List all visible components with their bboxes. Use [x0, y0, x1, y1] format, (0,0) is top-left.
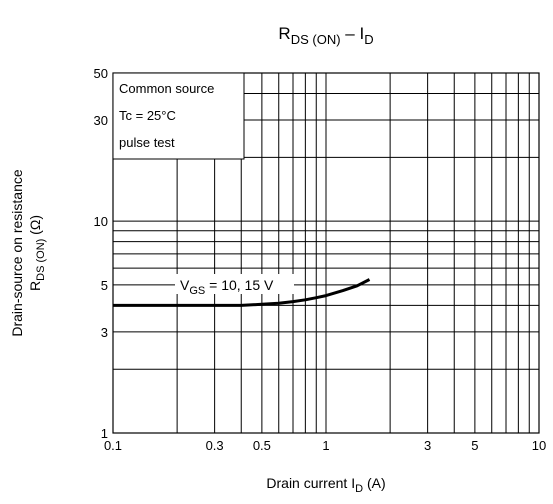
conditions-box: Common source Tc = 25°C pulse test — [112, 72, 245, 160]
y-tick-label: 1 — [101, 426, 108, 441]
y-axis-label-line2: RDS (ON) (Ω) — [27, 215, 47, 291]
y-tick-label: 10 — [94, 214, 108, 229]
series-line — [113, 278, 371, 307]
conditions-line-3: pulse test — [119, 135, 175, 150]
x-tick-label: 1 — [322, 438, 329, 453]
x-tick-label: 3 — [424, 438, 431, 453]
x-tick-label: 0.3 — [206, 438, 224, 453]
x-axis-label: Drain current ID (A) — [266, 475, 385, 495]
x-tick-label: 10 — [532, 438, 546, 453]
y-tick-label: 3 — [101, 325, 108, 340]
chart-title: RDS (ON) – ID — [278, 24, 373, 47]
conditions-line-2: Tc = 25°C — [119, 108, 176, 123]
y-tick-label: 30 — [94, 113, 108, 128]
conditions-line-1: Common source — [119, 81, 214, 96]
plot-area: 0.1 0.3 0.5 1 3 5 10 1 3 5 10 30 50 — [94, 66, 547, 453]
x-tick-label: 0.1 — [104, 438, 122, 453]
y-axis-label: Drain-source on resistance RDS (ON) (Ω) — [9, 169, 47, 337]
y-tick-label: 50 — [94, 66, 108, 81]
conditions-box-frame — [112, 72, 245, 160]
series-label: VGS = 10, 15 V — [180, 277, 274, 297]
series-label-bg — [175, 274, 294, 294]
x-tick-label: 0.5 — [253, 438, 271, 453]
y-axis-label-line1: Drain-source on resistance — [9, 169, 25, 337]
x-tick-label: 5 — [471, 438, 478, 453]
plot-frame — [112, 72, 540, 434]
y-tick-label: 5 — [101, 278, 108, 293]
series-label-group: VGS = 10, 15 V — [175, 274, 294, 297]
